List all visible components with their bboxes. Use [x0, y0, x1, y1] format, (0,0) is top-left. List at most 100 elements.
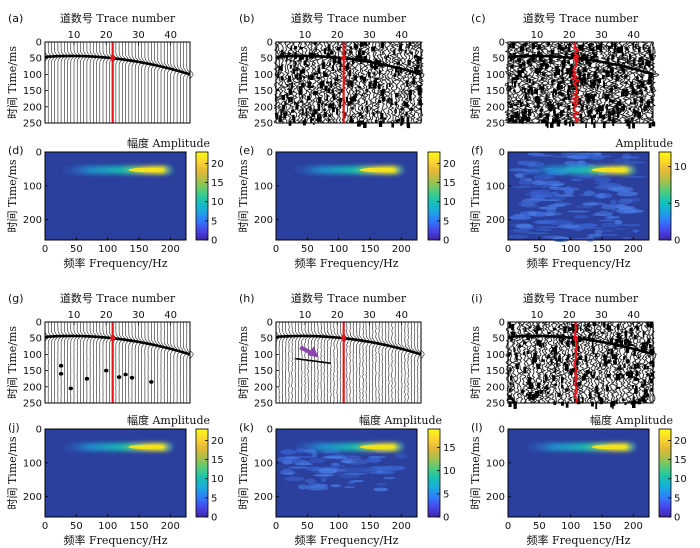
noise-blob	[537, 382, 540, 389]
noise-blob	[319, 114, 322, 122]
noise-blob	[129, 375, 135, 380]
noise-blob	[509, 367, 511, 371]
noise-blob	[588, 62, 592, 65]
noise-blob	[633, 335, 637, 340]
noise-blob	[296, 102, 299, 109]
noise-blob	[582, 73, 586, 79]
noise-blob	[587, 73, 589, 79]
y-tick-label: 50	[29, 334, 42, 345]
x-axis-title: 道数号 Trace number	[60, 11, 176, 25]
noise-blob	[358, 112, 362, 116]
seismic-trace	[395, 41, 404, 124]
noise-blob	[610, 71, 614, 79]
x-tick-label: 40	[395, 310, 408, 321]
noise-blob	[570, 53, 574, 58]
noise-blob	[409, 107, 414, 111]
noise-blob	[628, 372, 631, 379]
noise-blob	[616, 108, 619, 111]
noise-blob	[617, 70, 620, 73]
noise-energy	[601, 222, 621, 228]
noise-blob	[637, 398, 641, 405]
noise-blob	[373, 80, 377, 87]
seismic-trace	[333, 321, 338, 404]
noise-energy	[301, 460, 309, 465]
noise-blob	[587, 43, 590, 47]
noise-blob	[597, 105, 601, 112]
noise-blob	[538, 51, 541, 55]
colorbar-tick-label: 5	[674, 199, 680, 210]
colorbar	[195, 151, 209, 241]
seismic-trace	[186, 321, 191, 404]
noise-blob	[639, 104, 642, 109]
noise-blob	[614, 360, 617, 365]
seismic-trace	[99, 42, 104, 123]
seismic-trace	[339, 321, 344, 404]
seismic-trace	[359, 321, 364, 404]
heatmap-background	[276, 152, 417, 240]
x-tick-label: 200	[392, 521, 411, 532]
noise-blob	[596, 84, 599, 89]
noise-blob	[557, 68, 561, 74]
y-axis-title: 时间 Time/ms	[6, 46, 19, 119]
noise-blob	[292, 68, 296, 74]
y-tick-label: 0	[267, 148, 273, 159]
noise-energy	[344, 473, 367, 475]
noise-blob	[643, 364, 647, 370]
noise-blob	[524, 327, 527, 332]
noise-blob	[606, 352, 610, 355]
noise-blob	[552, 375, 556, 381]
noise-energy	[548, 186, 560, 189]
noise-blob	[296, 73, 299, 80]
noise-blob	[513, 332, 516, 337]
noise-blob	[395, 66, 398, 73]
noise-energy	[507, 234, 529, 239]
noise-blob	[606, 104, 609, 111]
seismic-trace	[379, 41, 388, 124]
seismic-trace	[598, 321, 606, 404]
seismic-trace	[128, 321, 133, 404]
panel-label: (h)	[239, 292, 255, 305]
noise-blob	[611, 99, 615, 103]
noise-blob	[587, 110, 590, 117]
noise-blob	[538, 54, 543, 61]
noise-blob	[625, 359, 630, 364]
noise-blob	[554, 117, 559, 122]
seismic-trace	[388, 321, 393, 404]
y-tick-label: 150	[486, 366, 505, 377]
noise-blob	[638, 57, 642, 63]
x-tick-label: 150	[592, 521, 611, 532]
seismic-trace	[125, 321, 130, 404]
noise-blob	[417, 89, 422, 96]
seismic-trace	[186, 42, 191, 123]
noise-blob	[585, 60, 589, 64]
noise-energy	[293, 460, 310, 466]
noise-blob	[359, 75, 364, 80]
noise-blob	[599, 112, 602, 119]
noise-blob	[595, 78, 598, 81]
seismic-trace	[647, 321, 654, 404]
noise-energy	[305, 485, 329, 491]
seismic-trace	[376, 41, 385, 124]
x-tick-label: 50	[70, 244, 83, 255]
panel-h-section: 10 20 30 40 0 50 100 150 200 250 道数号 Trace number 时…	[237, 291, 425, 410]
noise-blob	[553, 351, 556, 359]
noise-blob	[603, 322, 606, 328]
y-axis-title: 时间 Time/ms	[237, 46, 250, 119]
noise-energy	[567, 210, 590, 213]
noise-blob	[326, 94, 328, 101]
seismic-trace	[562, 41, 571, 124]
noise-blob	[615, 377, 619, 381]
noise-blob	[393, 73, 397, 77]
seismic-trace	[394, 321, 399, 404]
noise-blob	[399, 44, 402, 51]
noise-blob	[310, 85, 314, 88]
noise-blob	[563, 57, 566, 64]
colorbar	[658, 151, 672, 241]
noise-blob	[565, 402, 569, 408]
seismic-trace	[183, 42, 187, 123]
noise-blob	[560, 85, 563, 90]
noise-blob	[578, 70, 581, 75]
noise-blob	[283, 112, 286, 119]
energy-peak	[591, 167, 628, 173]
noise-blob	[617, 58, 620, 64]
